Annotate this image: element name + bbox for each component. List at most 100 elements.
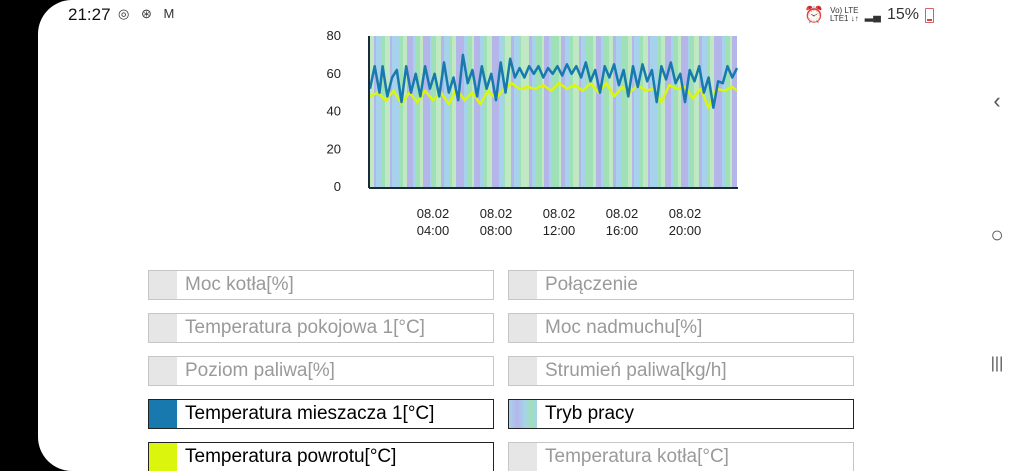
- y-tick-label: 40: [327, 104, 341, 119]
- mode-band: [474, 36, 480, 187]
- mode-band: [441, 36, 444, 187]
- y-tick-label: 80: [327, 28, 341, 43]
- mode-band: [671, 36, 673, 187]
- mode-band: [681, 36, 688, 187]
- mode-band: [390, 36, 392, 187]
- mode-band: [593, 36, 596, 187]
- mode-band: [658, 36, 661, 187]
- mode-band: [549, 36, 552, 187]
- y-tick-label: 20: [327, 141, 341, 156]
- recent-apps-button[interactable]: |||: [990, 355, 1004, 372]
- legend-toggle[interactable]: Temperatura mieszacza 1[°C]: [148, 399, 494, 429]
- mode-band: [452, 36, 456, 187]
- mode-band: [710, 36, 714, 187]
- app-screen: 21:27 ◎ ⊛ M ⏰ Vo) LTE LTE1 ↓↑ ▂▄ 15% 0 20 4…: [38, 0, 970, 471]
- mode-band: [688, 36, 690, 187]
- mode-band: [722, 36, 725, 187]
- series-lines: [368, 53, 739, 109]
- mode-band: [552, 36, 559, 187]
- legend-swatch: [509, 271, 537, 299]
- mode-band: [519, 36, 521, 187]
- mode-band: [392, 36, 400, 187]
- legend-toggle[interactable]: Moc kotła[%]: [148, 270, 494, 300]
- legend-swatch: [149, 357, 177, 385]
- mode-band: [464, 36, 467, 187]
- mode-band: [436, 36, 441, 187]
- mode-band: [579, 36, 581, 187]
- mode-band: [581, 36, 585, 187]
- mode-band: [376, 36, 382, 187]
- x-tick-time: 16:00: [606, 223, 639, 238]
- legend-label: Temperatura powrotu[°C]: [185, 446, 397, 467]
- mode-band: [573, 36, 579, 187]
- mode-band: [690, 36, 694, 187]
- mode-band: [632, 36, 634, 187]
- x-tick-time: 08:00: [480, 223, 513, 238]
- android-nav-bar: ‹ ○ |||: [970, 0, 1024, 471]
- y-tick-label: 60: [327, 66, 341, 81]
- mode-band: [529, 36, 532, 187]
- home-button[interactable]: ○: [990, 222, 1004, 247]
- mode-band: [643, 36, 648, 187]
- mode-band: [694, 36, 699, 187]
- legend-label: Moc kotła[%]: [185, 274, 294, 295]
- mode-band: [714, 36, 722, 187]
- mode-band: [407, 36, 413, 187]
- series-line: [368, 53, 739, 109]
- x-tick-date: 08.02: [669, 206, 702, 221]
- x-tick-date: 08.02: [606, 206, 639, 221]
- mode-band: [702, 36, 708, 187]
- x-tick-date: 08.02: [417, 206, 450, 221]
- legend-swatch: [509, 400, 537, 428]
- legend-toggle[interactable]: Moc nadmuchu[%]: [508, 313, 854, 343]
- mode-band: [492, 36, 499, 187]
- mode-band: [565, 36, 570, 187]
- x-tick-date: 08.02: [480, 206, 513, 221]
- mode-band: [532, 36, 536, 187]
- legend-label: Poziom paliwa[%]: [185, 360, 335, 381]
- mode-band: [621, 36, 628, 187]
- alarm-icon: ⏰: [804, 7, 824, 24]
- legend-toggle[interactable]: Poziom paliwa[%]: [148, 356, 494, 386]
- mode-band: [628, 36, 632, 187]
- legend-toggle[interactable]: Tryb pracy: [508, 399, 854, 429]
- mode-band: [542, 36, 544, 187]
- status-time: 21:27: [68, 5, 111, 24]
- mode-band: [665, 36, 671, 187]
- legend-swatch: [509, 314, 537, 342]
- legend-toggle[interactable]: Temperatura kotła[°C]: [508, 442, 854, 471]
- mode-band: [511, 36, 514, 187]
- mode-band: [536, 36, 542, 187]
- mode-band: [487, 36, 492, 187]
- mode-band: [400, 36, 403, 187]
- mode-band: [382, 36, 385, 187]
- legend-toggle[interactable]: Strumień paliwa[kg/h]: [508, 356, 854, 386]
- legend-label: Temperatura kotła[°C]: [545, 446, 729, 467]
- legend-swatch: [149, 271, 177, 299]
- mode-band: [650, 36, 658, 187]
- battery-percent: 15%: [886, 6, 919, 23]
- mode-band: [730, 36, 732, 187]
- temperature-chart[interactable]: 0 20 40 60 80 08.02 04:00 08.02 08:00 08.02 12:00…: [308, 28, 758, 243]
- legend-toggle[interactable]: Temperatura powrotu[°C]: [148, 442, 494, 471]
- legend-toggle[interactable]: Temperatura pokojowa 1[°C]: [148, 313, 494, 343]
- mode-band: [699, 36, 702, 187]
- mode-band: [561, 36, 565, 187]
- mode-band: [444, 36, 450, 187]
- mode-band: [613, 36, 616, 187]
- mode-band: [403, 36, 407, 187]
- legend-label: Temperatura mieszacza 1[°C]: [185, 403, 435, 424]
- mode-band: [456, 36, 464, 187]
- notification-icons: ◎ ⊛ M: [118, 6, 179, 21]
- back-button[interactable]: ‹: [993, 88, 1001, 113]
- mode-band: [640, 36, 643, 187]
- legend-swatch: [149, 443, 177, 471]
- mode-band: [616, 36, 621, 187]
- mode-band: [544, 36, 549, 187]
- legend-toggle[interactable]: Połączenie: [508, 270, 854, 300]
- mode-band: [585, 36, 593, 187]
- mode-band: [648, 36, 650, 187]
- mode-band: [673, 36, 678, 187]
- mode-band: [370, 36, 374, 187]
- mode-band: [450, 36, 452, 187]
